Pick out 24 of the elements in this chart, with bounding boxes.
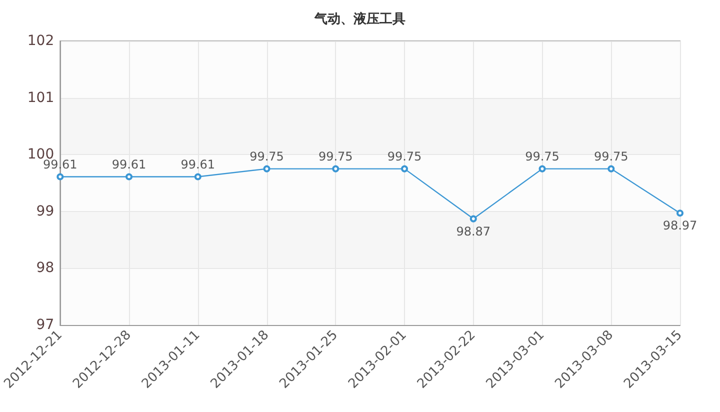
data-label: 99.61 xyxy=(112,157,146,172)
data-label: 99.75 xyxy=(387,149,422,164)
point xyxy=(126,173,133,180)
point xyxy=(194,173,202,180)
data-label: 99.75 xyxy=(318,149,353,164)
point xyxy=(608,165,615,172)
point xyxy=(263,165,270,172)
data-label: 99.75 xyxy=(594,149,628,164)
y-tick-label: 99 xyxy=(36,203,54,220)
data-label: 98.87 xyxy=(456,224,491,238)
y-tick-label: 98 xyxy=(36,260,54,276)
data-label: 98.97 xyxy=(662,218,698,233)
data-label: 99.61 xyxy=(180,157,216,172)
point xyxy=(538,165,546,172)
y-tick-label: 101 xyxy=(27,90,54,106)
chart-title: 气动、液压工具 xyxy=(314,11,406,27)
point xyxy=(401,165,408,172)
point xyxy=(470,215,477,222)
y-tick-label: 102 xyxy=(27,33,54,49)
data-label: 99.75 xyxy=(250,149,284,164)
point xyxy=(676,210,684,217)
point xyxy=(56,173,64,180)
point xyxy=(332,165,340,172)
data-label: 99.75 xyxy=(525,149,560,164)
